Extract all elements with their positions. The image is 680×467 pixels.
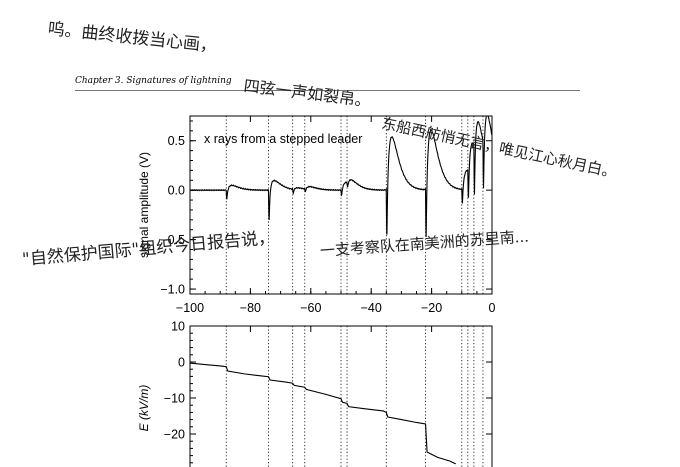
p1-y-tick-label-3: −1.0 [160, 283, 185, 297]
p2-y-axis-label: E (kV/m) [137, 385, 151, 432]
p1-x-tick-label-1: −80 [240, 301, 261, 315]
p1-y-tick-label-0: 0.5 [168, 134, 185, 148]
p1-x-tick-label-5: 0 [489, 301, 496, 315]
p1-x-tick-label-2: −60 [300, 301, 321, 315]
p2-y-tick-label-3: −20 [164, 428, 185, 442]
p2-y-tick-label-1: 0 [178, 356, 185, 370]
p2-vline-group [225, 326, 484, 467]
p1-ticks: −100 −80 −60 −40 −20 0 0.5 0.0 −0.5 −1.0 [160, 116, 496, 315]
panel-electric-field: 10 0 −10 −20 E (kV/m) [137, 320, 493, 467]
p1-x-tick-label-4: −20 [421, 301, 442, 315]
p2-y-tick-label-2: −10 [164, 392, 185, 406]
p1-plot-frame [189, 115, 493, 295]
panel-xray-signal: −100 −80 −60 −40 −20 0 0.5 0.0 −0.5 −1.0 x rays f… [137, 115, 496, 315]
p1-x-tick-label-0: −100 [176, 301, 204, 315]
p1-y-axis-label: signal amplitude (V) [137, 152, 151, 258]
p2-field-trace [189, 362, 456, 465]
header-rule [75, 90, 580, 91]
p1-y-tick-label-1: 0.0 [168, 184, 185, 198]
p1-signal-trace [189, 115, 493, 238]
p1-chart-title: x rays from a stepped leader [204, 132, 362, 146]
p2-y-tick-label-0: 10 [171, 320, 185, 334]
p2-plot-frame [189, 325, 493, 467]
running-header: Chapter 3. Signatures of lightning [75, 76, 232, 86]
p2-ticks: 10 0 −10 −20 [164, 320, 493, 464]
p1-y-tick-label-2: −0.5 [160, 233, 185, 247]
p1-x-tick-label-3: −40 [361, 301, 382, 315]
